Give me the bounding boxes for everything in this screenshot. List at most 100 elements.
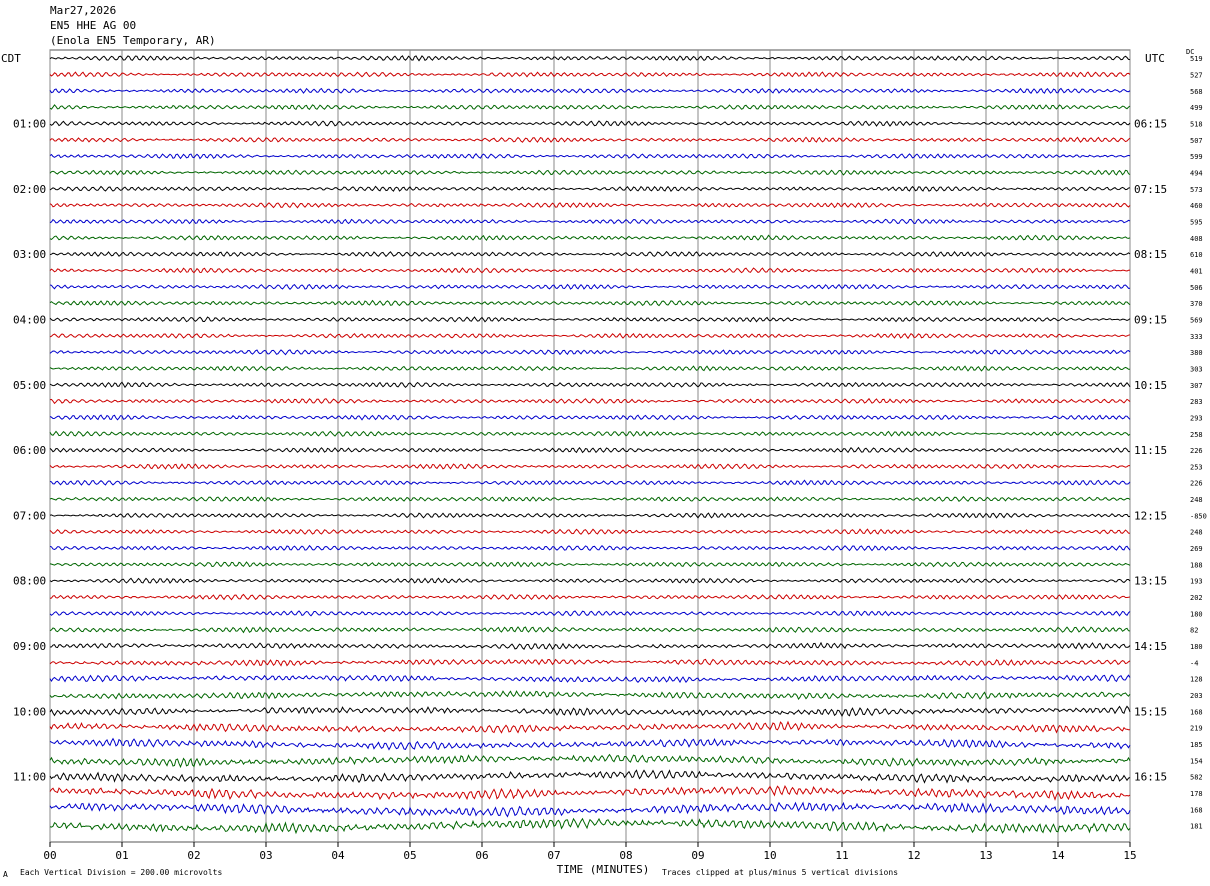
traces	[49, 55, 1131, 835]
dc-offset-value: 253	[1190, 463, 1203, 471]
x-tick-label: 06	[475, 849, 488, 862]
x-tick-label: 12	[907, 849, 920, 862]
dc-offset-value: -4	[1190, 659, 1198, 667]
trace-row-21	[49, 397, 1131, 405]
trace-row-37	[49, 658, 1131, 667]
trace-row-26	[49, 479, 1131, 486]
left-hour-label: 07:00	[13, 509, 46, 522]
trace-row-18	[49, 349, 1131, 356]
right-hour-label: 06:15	[1134, 117, 1167, 130]
x-tick-label: 10	[763, 849, 776, 862]
dc-offset-value: 178	[1190, 790, 1203, 798]
trace-row-47	[49, 817, 1131, 835]
trace-row-11	[49, 234, 1131, 242]
x-tick-label: 02	[187, 849, 200, 862]
right-timezone-label: UTC	[1145, 52, 1165, 65]
left-hour-label: 09:00	[13, 640, 46, 653]
dc-offset-value: 203	[1190, 692, 1203, 700]
dc-offset-value: 181	[1190, 823, 1203, 831]
dc-offset-value: 370	[1190, 300, 1203, 308]
right-hour-label: 11:15	[1134, 444, 1167, 457]
left-hour-label: 02:00	[13, 183, 46, 196]
trace-row-22	[49, 414, 1131, 421]
trace-row-7	[49, 169, 1131, 176]
x-tick-label: 04	[331, 849, 345, 862]
trace-row-35	[49, 626, 1131, 634]
clip-note: Traces clipped at plus/minus 5 vertical …	[662, 868, 898, 877]
dc-offset-value: 527	[1190, 71, 1203, 79]
right-hour-label: 10:15	[1134, 379, 1167, 392]
trace-row-31	[49, 561, 1131, 568]
right-hour-label: 16:15	[1134, 771, 1167, 784]
right-hour-label: 15:15	[1134, 705, 1167, 718]
trace-row-41	[49, 720, 1131, 734]
dc-offset-value: 226	[1190, 480, 1203, 488]
station-label: EN5 HHE AG 00	[50, 19, 137, 32]
left-hour-label: 10:00	[13, 705, 46, 718]
dc-offset-value: 168	[1190, 806, 1203, 814]
left-hour-label: 04:00	[13, 313, 46, 326]
trace-row-33	[49, 593, 1131, 601]
trace-row-4	[49, 120, 1131, 127]
x-tick-label: 01	[115, 849, 128, 862]
right-hour-label: 14:15	[1134, 640, 1167, 653]
trace-row-19	[49, 365, 1131, 372]
dc-offset-value: 333	[1190, 333, 1203, 341]
trace-row-15	[49, 299, 1131, 307]
left-hour-label: 05:00	[13, 379, 46, 392]
trace-row-42	[49, 737, 1131, 751]
dc-offset-value: 610	[1190, 251, 1203, 259]
trace-row-46	[49, 801, 1131, 818]
x-axis-title: TIME (MINUTES)	[557, 863, 650, 876]
left-hour-label: 03:00	[13, 248, 46, 261]
trace-row-25	[49, 463, 1131, 470]
trace-row-30	[49, 544, 1131, 552]
dc-offset-value: 248	[1190, 529, 1203, 537]
dc-offset-value: 568	[1190, 88, 1203, 96]
dc-offset-value: 269	[1190, 545, 1203, 553]
trace-row-23	[49, 430, 1131, 437]
dc-offset-value: 202	[1190, 594, 1203, 602]
dc-offset-value: 283	[1190, 398, 1203, 406]
dc-offset-value: 506	[1190, 284, 1203, 292]
dc-offset-value: 180	[1190, 610, 1203, 618]
dc-offset-value: 599	[1190, 153, 1203, 161]
minute-grid	[49, 50, 1131, 842]
dc-offset-value: 226	[1190, 447, 1203, 455]
trace-row-9	[49, 202, 1131, 209]
trace-row-1	[49, 71, 1131, 78]
trace-row-8	[49, 185, 1131, 193]
right-hour-label: 13:15	[1134, 575, 1167, 588]
x-tick-label: 15	[1123, 849, 1136, 862]
trace-row-14	[49, 283, 1131, 290]
x-tick-label: 08	[619, 849, 632, 862]
trace-row-6	[49, 153, 1131, 160]
dc-offset-value: 401	[1190, 267, 1203, 275]
trace-row-13	[49, 267, 1131, 274]
scale-note: Each Vertical Division = 200.00 microvol…	[20, 868, 222, 877]
x-tick-label: 09	[691, 849, 704, 862]
left-hour-label: 08:00	[13, 575, 46, 588]
left-hour-label: 11:00	[13, 771, 46, 784]
dc-offset-value: 293	[1190, 414, 1203, 422]
trace-row-32	[49, 577, 1131, 584]
trace-row-5	[49, 136, 1131, 143]
trace-row-29	[49, 528, 1131, 535]
trace-row-16	[49, 316, 1131, 323]
trace-row-44	[49, 769, 1131, 784]
left-timezone-label: CDT	[1, 52, 21, 65]
dc-offset-value: 303	[1190, 365, 1203, 373]
dc-offset-value: 307	[1190, 382, 1203, 390]
corner-mark: A	[3, 870, 8, 879]
dc-offset-value: 518	[1190, 120, 1203, 128]
left-hour-label: 01:00	[13, 117, 46, 130]
right-hour-label: 12:15	[1134, 509, 1167, 522]
dc-offset-value: 573	[1190, 186, 1203, 194]
right-hour-label: 07:15	[1134, 183, 1167, 196]
right-hour-label: 09:15	[1134, 313, 1167, 326]
dc-offset-value: 258	[1190, 431, 1203, 439]
dc-offset-value: 185	[1190, 741, 1203, 749]
dc-offset-value: -850	[1190, 512, 1207, 520]
dc-offset-value: 180	[1190, 643, 1203, 651]
